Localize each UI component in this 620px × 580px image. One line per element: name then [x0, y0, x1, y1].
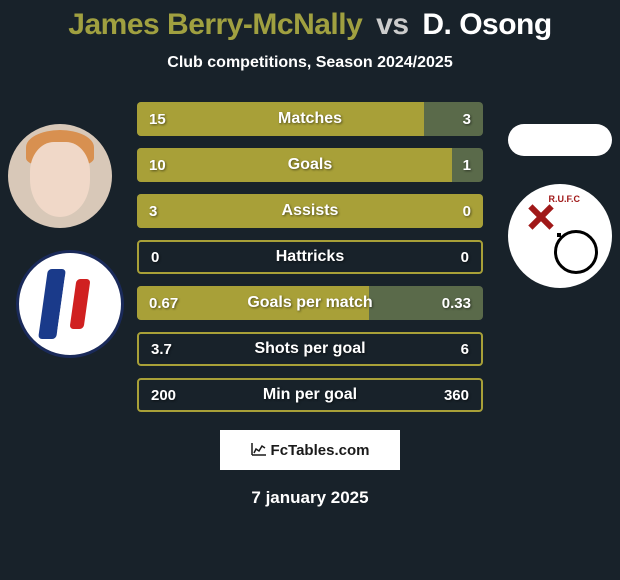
stat-label: Matches — [137, 110, 483, 128]
player2-avatar — [508, 124, 612, 156]
date: 7 january 2025 — [0, 488, 620, 508]
stat-row: 200Min per goal360 — [137, 378, 483, 412]
stat-label: Min per goal — [139, 386, 481, 404]
logo-text: FcTables.com — [271, 442, 370, 459]
title: James Berry-McNally vs D. Osong — [0, 8, 620, 42]
player2-club-badge: R.U.F.C — [508, 184, 612, 288]
stat-row: 10Goals1 — [137, 148, 483, 182]
stat-row: 0.67Goals per match0.33 — [137, 286, 483, 320]
stat-label: Goals per match — [137, 294, 483, 312]
stat-row: 3Assists0 — [137, 194, 483, 228]
stat-label: Shots per goal — [139, 340, 481, 358]
stat-value-right: 0.33 — [442, 295, 471, 312]
stat-label: Assists — [137, 202, 483, 220]
stat-value-right: 360 — [444, 387, 469, 404]
stat-value-right: 0 — [463, 203, 471, 220]
player2-name: D. Osong — [422, 8, 551, 41]
fctables-logo: FcTables.com — [220, 430, 400, 470]
stat-value-right: 1 — [463, 157, 471, 174]
player1-club-badge — [16, 250, 124, 358]
stat-value-right: 0 — [461, 249, 469, 266]
stats-area: R.U.F.C 15Matches310Goals13Assists00Hatt… — [0, 102, 620, 412]
player1-name: James Berry-McNally — [68, 8, 362, 41]
stat-row: 0Hattricks0 — [137, 240, 483, 274]
stat-row: 15Matches3 — [137, 102, 483, 136]
stat-value-right: 3 — [463, 111, 471, 128]
player1-avatar — [8, 124, 112, 228]
vs-text: vs — [376, 8, 408, 41]
stat-value-right: 6 — [461, 341, 469, 358]
stat-bars: 15Matches310Goals13Assists00Hattricks00.… — [137, 102, 483, 412]
chart-icon — [251, 442, 267, 459]
stat-label: Goals — [137, 156, 483, 174]
comparison-card: James Berry-McNally vs D. Osong Club com… — [0, 0, 620, 580]
stat-label: Hattricks — [139, 248, 481, 266]
stat-row: 3.7Shots per goal6 — [137, 332, 483, 366]
subtitle: Club competitions, Season 2024/2025 — [0, 54, 620, 72]
